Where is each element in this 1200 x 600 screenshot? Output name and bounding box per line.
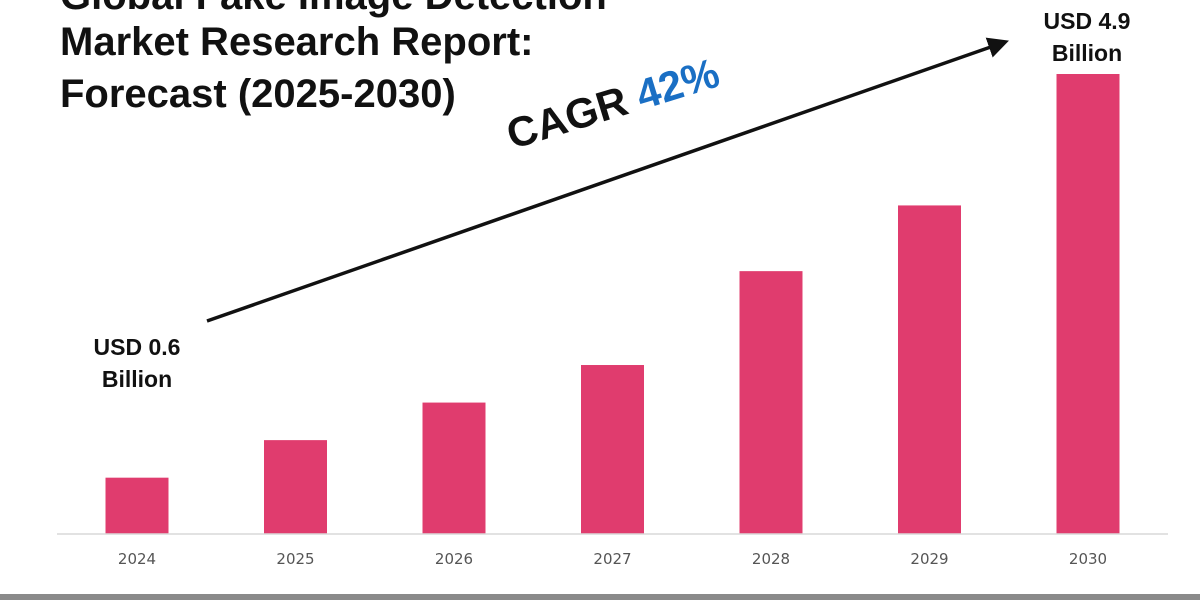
x-axis-ticks: 2024 2025 2026 2027 2028 2029 2030 xyxy=(118,550,1107,568)
report-title-line-3: Forecast (2025-2030) xyxy=(60,72,456,116)
bottom-border-strip xyxy=(0,594,1200,600)
start-value-callout: USD 0.6 Billion xyxy=(72,331,202,395)
bar-2028 xyxy=(739,271,803,534)
report-title-line-1: Global Fake Image Detection xyxy=(60,0,607,18)
x-tick-label-2027: 2027 xyxy=(593,550,631,568)
end-value-unit: Billion xyxy=(1051,40,1123,66)
bar-2024 xyxy=(105,477,169,534)
cagr-trend-arrow xyxy=(206,37,1009,323)
bar-2029 xyxy=(898,205,961,534)
x-tick-label-2030: 2030 xyxy=(1069,550,1107,568)
bars-group xyxy=(105,74,1120,534)
end-value-callout: USD 4.9 Billion xyxy=(1022,5,1152,69)
x-tick-label-2025: 2025 xyxy=(276,550,314,568)
bar-2026 xyxy=(422,402,486,534)
bar-2027 xyxy=(581,365,644,534)
x-tick-label-2028: 2028 xyxy=(752,550,790,568)
bar-2025 xyxy=(264,440,327,534)
start-value-amount: USD 0.6 xyxy=(93,334,181,360)
report-title-line-2: Market Research Report: xyxy=(60,20,534,64)
bar-2030 xyxy=(1056,74,1120,534)
x-tick-label-2024: 2024 xyxy=(118,550,156,568)
start-value-unit: Billion xyxy=(101,366,173,392)
x-tick-label-2029: 2029 xyxy=(910,550,948,568)
x-tick-label-2026: 2026 xyxy=(435,550,473,568)
end-value-amount: USD 4.9 xyxy=(1043,8,1131,34)
